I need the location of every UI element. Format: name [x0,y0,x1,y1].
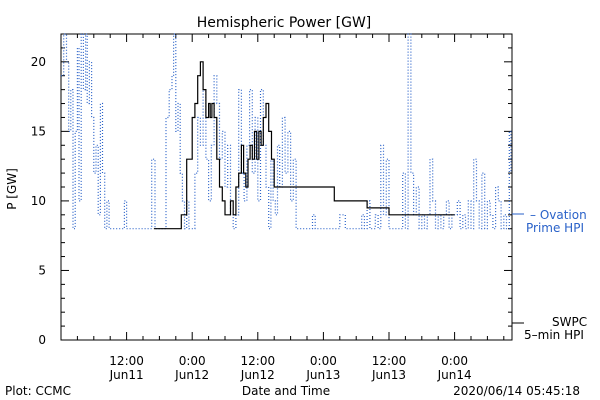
swpc-5min-hpi-series [153,61,455,230]
x-tick-label-date: Jun12 [240,368,275,382]
x-tick-label-time: 12:00 [241,354,276,368]
x-axis-ticks: 12:00Jun110:00Jun1212:00Jun120:00Jun1312… [76,34,505,382]
series-layer [61,33,512,230]
x-tick-label-time: 0:00 [179,354,206,368]
y-tick-label: 15 [31,124,46,138]
y-tick-label: 10 [31,194,46,208]
plot-source: Plot: CCMC [5,384,71,398]
y-tick-label: 5 [38,263,46,277]
x-tick-label-time: 12:00 [109,354,144,368]
y-axis-label: P [GW] [5,168,19,210]
swpc-legend-line1: SWPC [552,315,587,329]
x-tick-label-date: Jun11 [109,368,144,382]
y-axis-ticks: 0 5 10 15 20 [31,33,512,347]
x-tick-label-date: Jun13 [305,368,340,382]
x-tick-label-time: 12:00 [372,354,407,368]
plot-timestamp: 2020/06/14 05:45:18 [453,384,580,398]
y-tick-label: 20 [31,55,46,69]
x-tick-label-date: Jun12 [174,368,209,382]
x-tick-label-time: 0:00 [441,354,468,368]
x-tick-label-time: 0:00 [310,354,337,368]
ovation-legend-line2: Prime HPI [526,221,584,235]
x-tick-label-date: Jun13 [371,368,406,382]
y-tick-label: 0 [38,333,46,347]
ovation-prime-hpi-series [61,33,512,230]
chart-title: Hemispheric Power [GW] [197,15,372,31]
x-tick-label-date: Jun14 [437,368,472,382]
ovation-legend-line1: – Ovation [530,208,587,222]
x-axis-label: Date and Time [242,384,330,398]
swpc-legend-line2: 5–min HPI [524,328,584,342]
